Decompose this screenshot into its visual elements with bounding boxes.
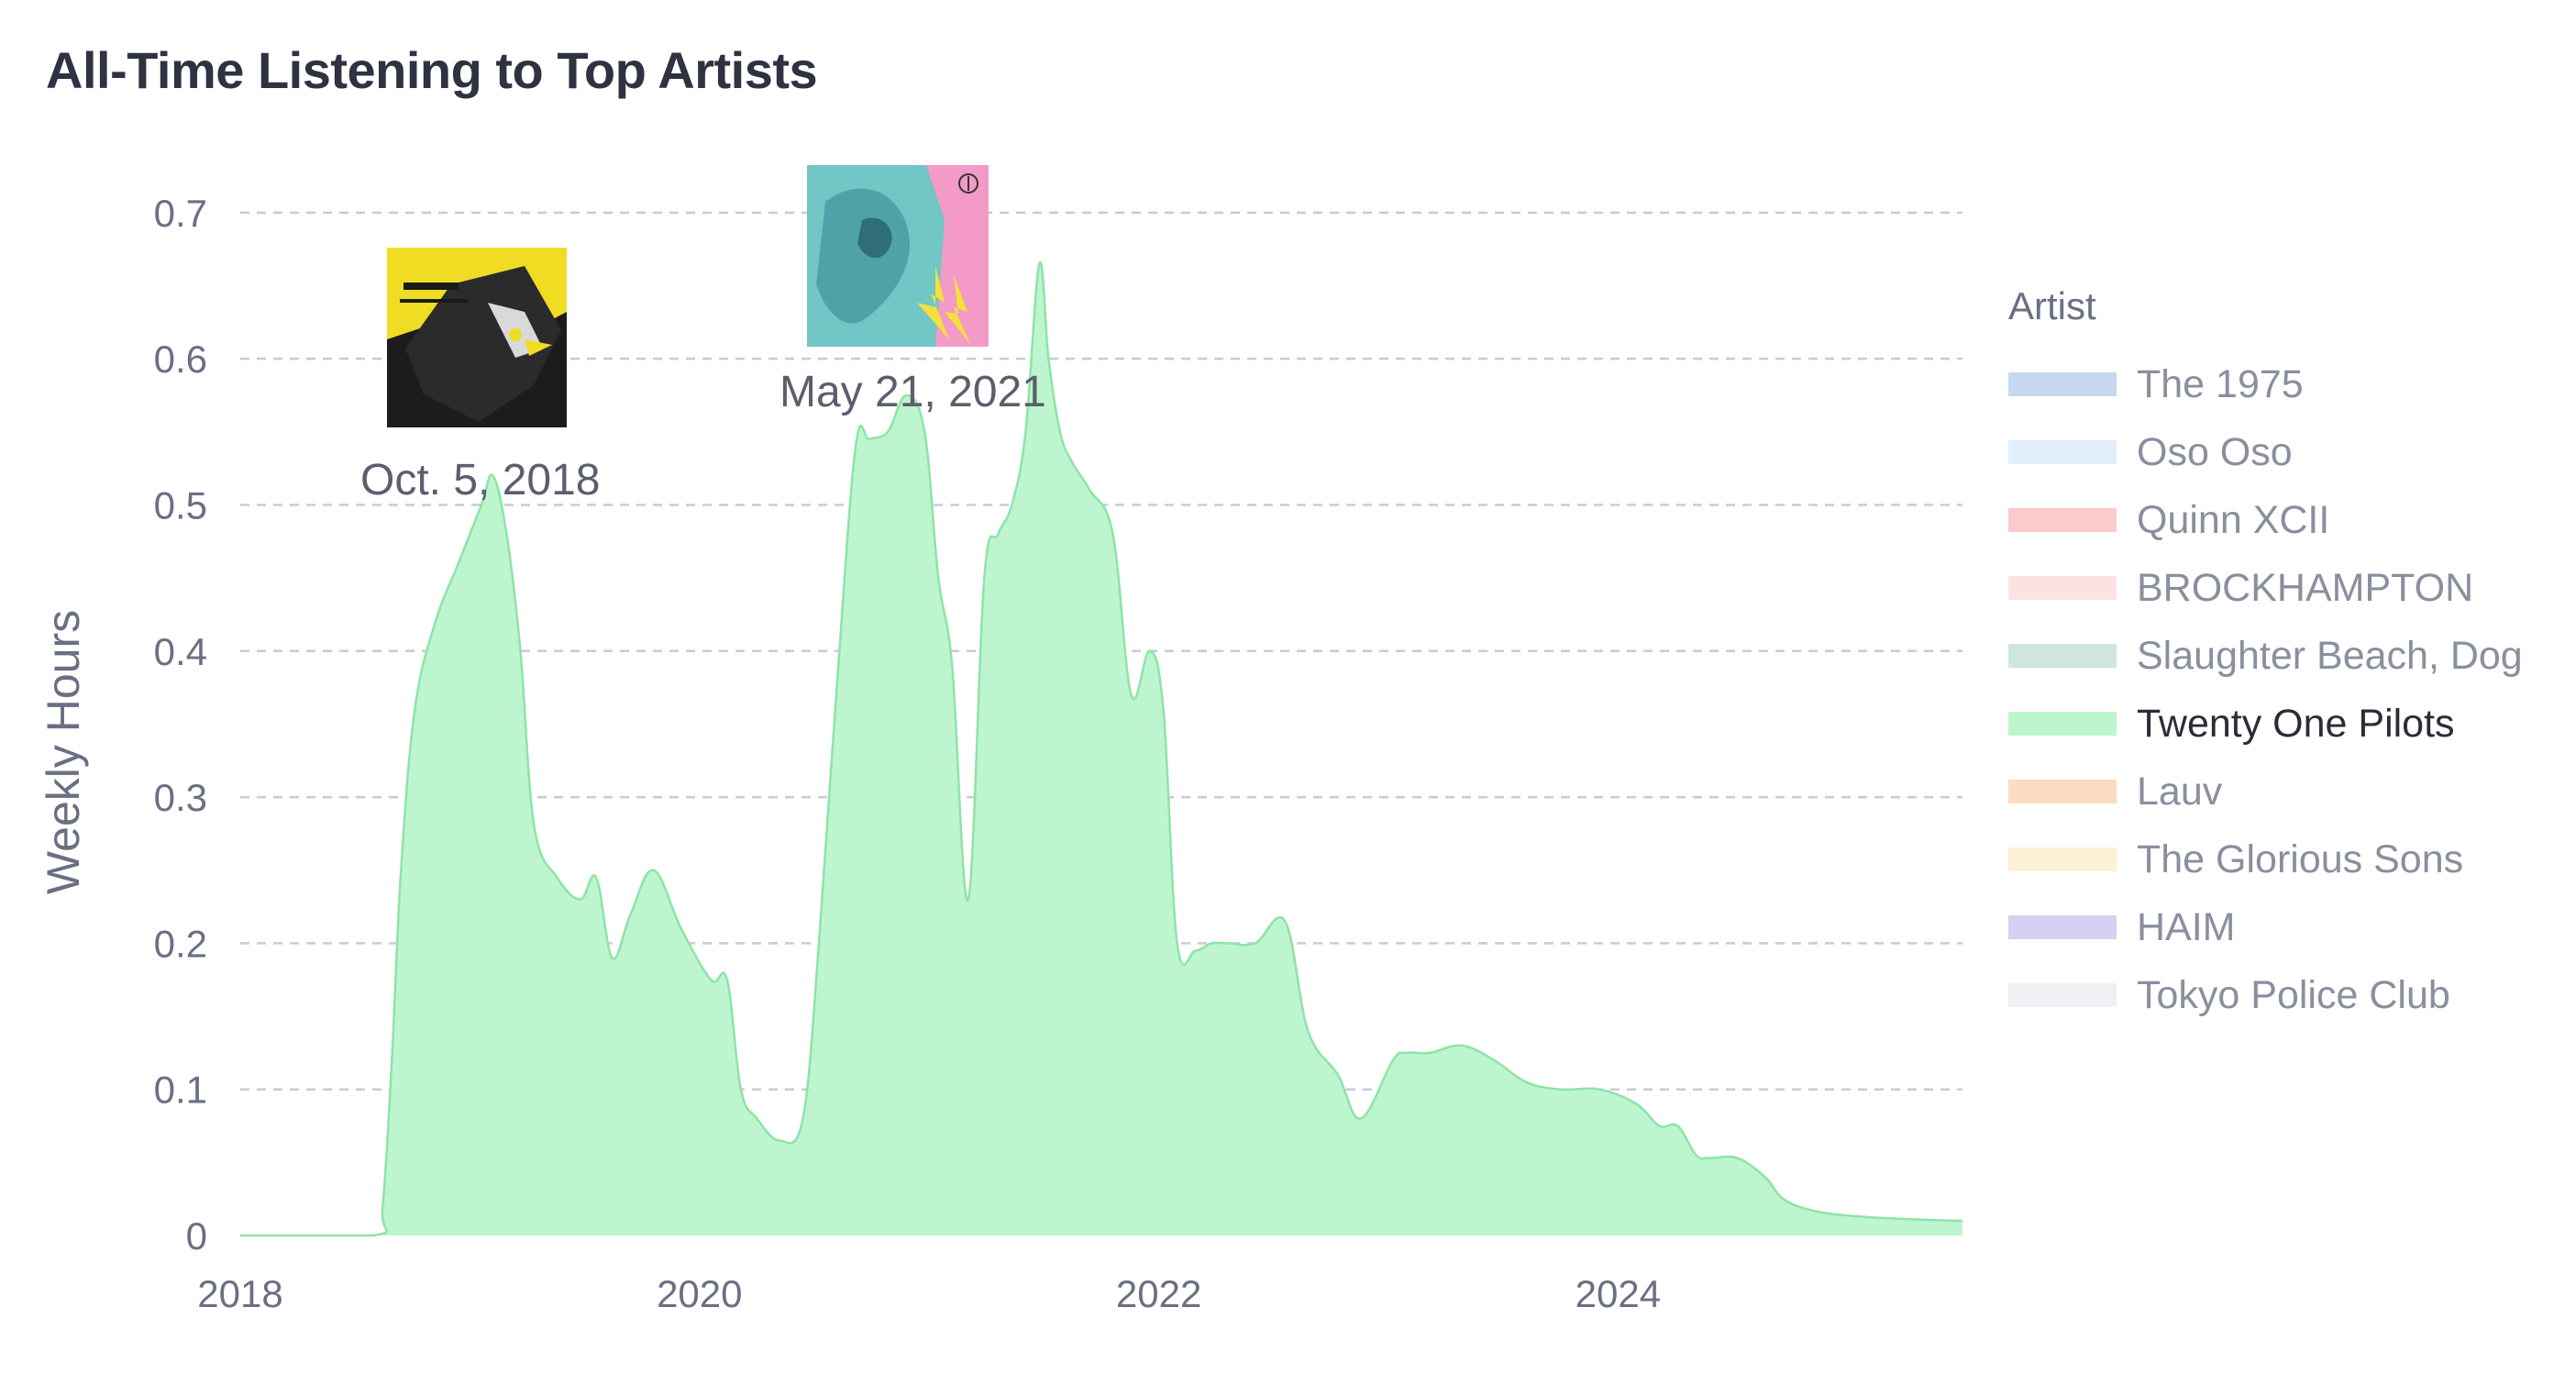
legend-swatch — [2008, 712, 2117, 736]
legend-swatch — [2008, 848, 2117, 871]
x-tick-label: 2018 — [197, 1272, 282, 1315]
legend-swatch — [2008, 983, 2117, 1007]
y-tick-label: 0.5 — [154, 483, 207, 526]
legend-swatch — [2008, 440, 2117, 464]
y-tick-label: 0 — [186, 1214, 207, 1258]
y-tick-label: 0.3 — [154, 776, 207, 819]
y-tick-label: 0.7 — [154, 192, 207, 235]
y-axis-label: Weekly Hours — [38, 610, 89, 894]
legend-label: Slaughter Beach, Dog — [2137, 633, 2523, 678]
legend-title: Artist — [2008, 284, 2096, 327]
legend-label: Oso Oso — [2137, 429, 2293, 474]
y-tick-label: 0.2 — [154, 922, 207, 965]
legend-swatch — [2008, 644, 2117, 668]
legend-label: BROCKHAMPTON — [2137, 565, 2474, 610]
y-axis-ticks: 0 0.1 0.2 0.3 0.4 0.5 0.6 0.7 — [154, 192, 207, 1258]
legend-item[interactable]: Quinn XCII — [2008, 486, 2523, 554]
y-tick-label: 0.6 — [154, 338, 207, 381]
y-tick-label: 0.4 — [154, 630, 207, 673]
x-tick-label: 2022 — [1116, 1272, 1201, 1315]
scaled-and-icy-album-cover-icon — [807, 165, 989, 347]
legend-label: Twenty One Pilots — [2137, 701, 2455, 746]
x-axis-ticks: 2018 2020 2022 2024 — [197, 1272, 1661, 1315]
legend-swatch — [2008, 576, 2117, 600]
legend-swatch — [2008, 508, 2117, 532]
legend-item[interactable]: Oso Oso — [2008, 418, 2523, 486]
legend-item[interactable]: Tokyo Police Club — [2008, 961, 2523, 1029]
x-tick-label: 2020 — [657, 1272, 742, 1315]
legend-item[interactable]: The 1975 — [2008, 350, 2523, 418]
legend-label: Tokyo Police Club — [2137, 972, 2450, 1017]
series-area — [239, 260, 1963, 1237]
legend-label: The Glorious Sons — [2137, 837, 2464, 881]
annotation-date-2: May 21, 2021 — [779, 368, 1046, 416]
legend-label: HAIM — [2137, 904, 2236, 949]
legend-item[interactable]: BROCKHAMPTON — [2008, 554, 2523, 622]
series-area-fill[interactable] — [240, 262, 1962, 1236]
legend-item[interactable]: Lauv — [2008, 758, 2523, 826]
y-tick-label: 0.1 — [154, 1069, 207, 1112]
legend-item[interactable]: Slaughter Beach, Dog — [2008, 622, 2523, 690]
legend-label: The 1975 — [2137, 361, 2304, 406]
legend-item[interactable]: HAIM — [2008, 893, 2523, 961]
legend-swatch — [2008, 372, 2117, 396]
annotation-date-1: Oct. 5, 2018 — [360, 456, 601, 504]
chart-title: All-Time Listening to Top Artists — [46, 41, 818, 99]
legend-item[interactable]: The Glorious Sons — [2008, 826, 2523, 893]
x-tick-label: 2024 — [1575, 1272, 1661, 1315]
trench-album-cover-icon — [387, 248, 567, 427]
series-line — [239, 260, 1963, 1237]
legend: Artist The 1975 Oso Oso Quinn XCII BROCKHAM… — [2008, 284, 2523, 1029]
legend-swatch — [2008, 780, 2117, 803]
legend-label: Lauv — [2137, 769, 2223, 814]
legend-swatch — [2008, 915, 2117, 939]
legend-label: Quinn XCII — [2137, 497, 2330, 542]
legend-item[interactable]: Twenty One Pilots — [2008, 690, 2523, 758]
